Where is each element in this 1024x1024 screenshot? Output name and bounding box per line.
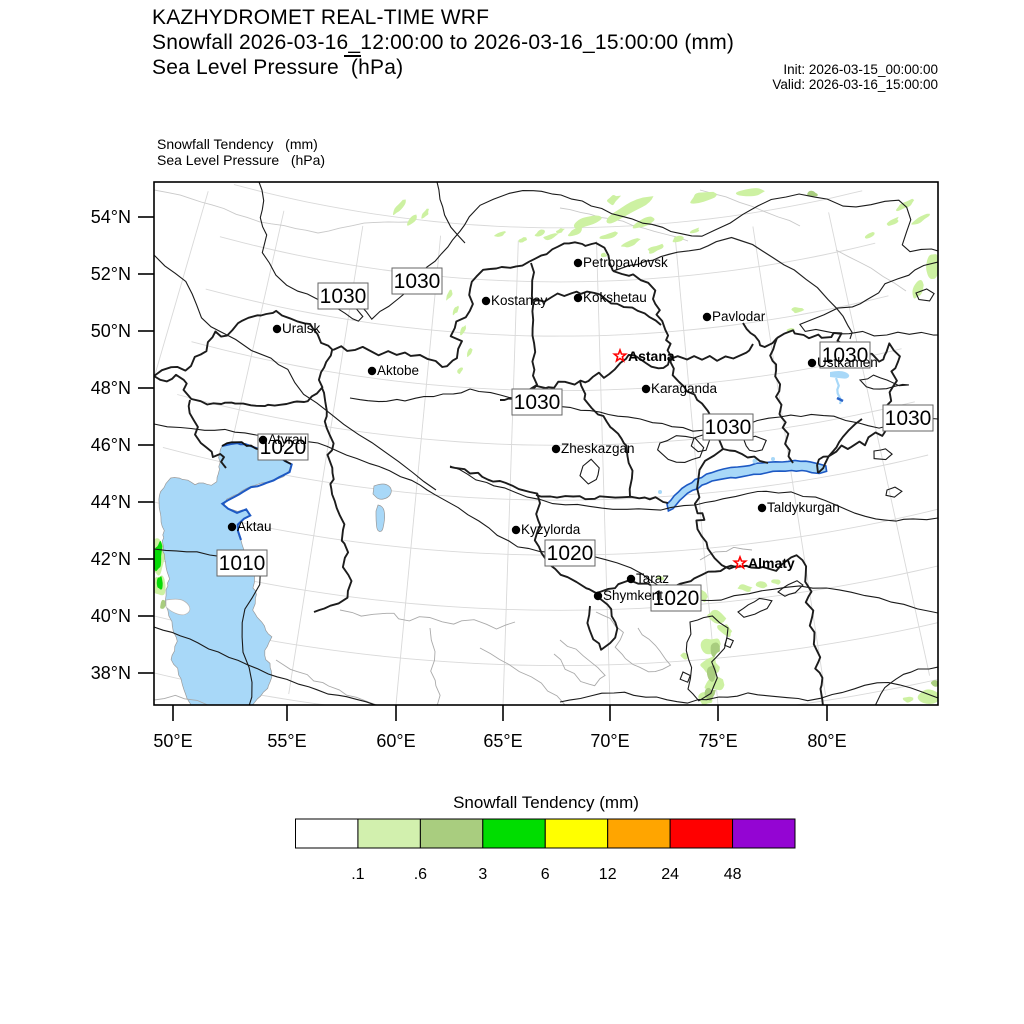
svg-text:40°N: 40°N <box>91 606 131 626</box>
svg-text:46°N: 46°N <box>91 435 131 455</box>
svg-text:1030: 1030 <box>514 391 561 414</box>
svg-text:Taraz: Taraz <box>636 571 669 586</box>
svg-text:1030: 1030 <box>394 270 441 293</box>
svg-text:1030: 1030 <box>822 344 869 367</box>
svg-text:50°N: 50°N <box>91 321 131 341</box>
svg-text:Taldykurgan: Taldykurgan <box>767 500 840 515</box>
svg-text:80°E: 80°E <box>807 731 846 751</box>
svg-text:24: 24 <box>661 866 679 883</box>
svg-text:12: 12 <box>599 866 617 883</box>
svg-text:1030: 1030 <box>705 416 752 439</box>
svg-text:1010: 1010 <box>219 552 266 575</box>
svg-text:.6: .6 <box>414 866 427 883</box>
svg-text:Kostanay: Kostanay <box>491 293 548 308</box>
svg-text:70°E: 70°E <box>590 731 629 751</box>
svg-text:Snowfall Tendency (mm): Snowfall Tendency (mm) <box>453 793 639 812</box>
svg-text:Petropavlovsk: Petropavlovsk <box>583 255 668 270</box>
svg-text:Karaganda: Karaganda <box>651 381 718 396</box>
svg-text:Zheskazgan: Zheskazgan <box>561 441 635 456</box>
svg-text:Astana: Astana <box>628 348 675 364</box>
svg-text:Kokshetau: Kokshetau <box>583 290 647 305</box>
svg-text:60°E: 60°E <box>376 731 415 751</box>
svg-text:1020: 1020 <box>547 542 594 565</box>
svg-text:Ustkamen: Ustkamen <box>817 355 878 370</box>
svg-text:Kyzylorda: Kyzylorda <box>521 522 581 537</box>
svg-text:6: 6 <box>541 866 550 883</box>
svg-text:65°E: 65°E <box>483 731 522 751</box>
svg-text:Almaty: Almaty <box>748 555 795 571</box>
svg-text:1030: 1030 <box>885 407 932 430</box>
svg-text:42°N: 42°N <box>91 549 131 569</box>
svg-text:52°N: 52°N <box>91 264 131 284</box>
svg-text:Uralsk: Uralsk <box>282 321 321 336</box>
svg-text:Aktau: Aktau <box>237 519 272 534</box>
svg-text:Shymkent: Shymkent <box>603 588 663 603</box>
svg-text:Aktobe: Aktobe <box>377 363 419 378</box>
svg-text:.1: .1 <box>351 866 364 883</box>
svg-text:1020: 1020 <box>653 587 700 610</box>
svg-text:48: 48 <box>724 866 742 883</box>
svg-text:1030: 1030 <box>320 285 367 308</box>
svg-text:44°N: 44°N <box>91 492 131 512</box>
svg-text:3: 3 <box>478 866 487 883</box>
svg-text:55°E: 55°E <box>267 731 306 751</box>
svg-text:50°E: 50°E <box>153 731 192 751</box>
svg-text:Pavlodar: Pavlodar <box>712 309 766 324</box>
svg-text:75°E: 75°E <box>698 731 737 751</box>
svg-text:Atyrau: Atyrau <box>268 432 307 447</box>
svg-text:54°N: 54°N <box>91 207 131 227</box>
svg-text:1020: 1020 <box>260 436 307 459</box>
svg-text:48°N: 48°N <box>91 378 131 398</box>
svg-text:38°N: 38°N <box>91 663 131 683</box>
